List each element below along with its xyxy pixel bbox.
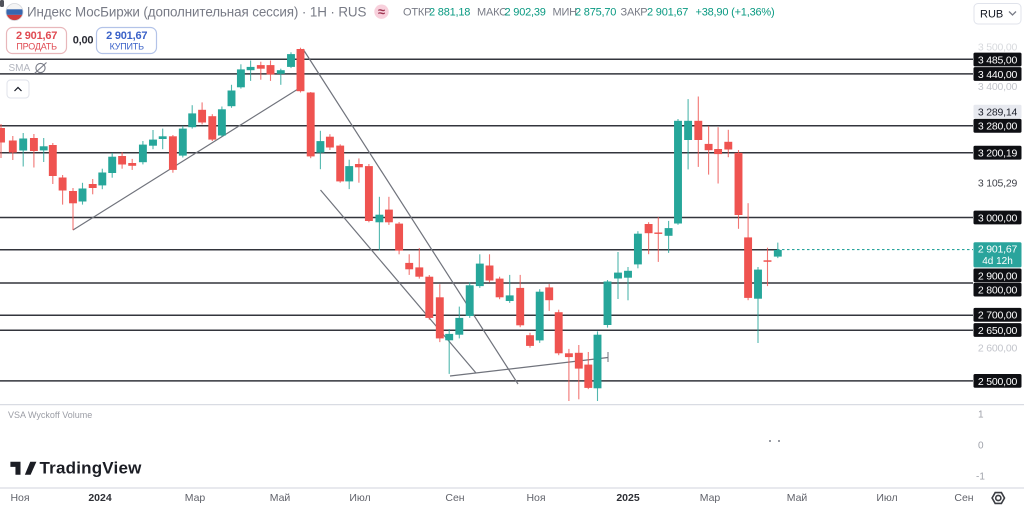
svg-text:+38,90 (+1,36%): +38,90 (+1,36%) <box>696 7 775 19</box>
svg-text:3 280,00: 3 280,00 <box>978 121 1018 133</box>
svg-text:Май: Май <box>787 492 808 504</box>
svg-text:2 875,70: 2 875,70 <box>575 7 616 19</box>
svg-text:2 600,00: 2 600,00 <box>978 343 1018 355</box>
svg-text:1: 1 <box>978 410 984 421</box>
svg-text:Индекс МосБиржи (дополнительна: Индекс МосБиржи (дополнительная сессия) … <box>27 5 367 20</box>
svg-text:Июл: Июл <box>876 492 897 504</box>
svg-text:2 700,00: 2 700,00 <box>978 310 1018 322</box>
svg-text:2 901,67: 2 901,67 <box>106 30 147 42</box>
svg-text:3 289,14: 3 289,14 <box>978 107 1018 119</box>
svg-text:МАКС: МАКС <box>477 7 507 19</box>
svg-text:2 901,67: 2 901,67 <box>647 7 688 19</box>
svg-text:Ноя: Ноя <box>526 492 545 504</box>
svg-text:3 500,00: 3 500,00 <box>978 41 1018 53</box>
svg-text:ОТКР: ОТКР <box>403 7 431 19</box>
svg-text:ПРОДАТЬ: ПРОДАТЬ <box>16 42 57 52</box>
svg-text:2 902,39: 2 902,39 <box>505 7 546 19</box>
svg-text:Сен: Сен <box>954 492 973 504</box>
svg-text:3 200,19: 3 200,19 <box>978 148 1018 160</box>
svg-text:≈: ≈ <box>378 4 385 19</box>
svg-text:2 900,00: 2 900,00 <box>978 270 1018 282</box>
svg-text:-1: -1 <box>976 472 985 483</box>
svg-text:0: 0 <box>978 441 984 452</box>
svg-text:Мар: Мар <box>185 492 206 504</box>
svg-text:3 440,00: 3 440,00 <box>978 69 1018 81</box>
svg-text:Май: Май <box>270 492 291 504</box>
svg-text:Мар: Мар <box>700 492 721 504</box>
svg-text:3 485,00: 3 485,00 <box>978 54 1018 66</box>
svg-text:TradingView: TradingView <box>40 459 143 478</box>
svg-text:VSA Wyckoff Volume: VSA Wyckoff Volume <box>8 410 92 420</box>
svg-text:4d 12h: 4d 12h <box>982 256 1013 267</box>
svg-text:Сен: Сен <box>445 492 464 504</box>
svg-text:2025: 2025 <box>616 492 640 504</box>
svg-text:2 881,18: 2 881,18 <box>429 7 470 19</box>
svg-text:2024: 2024 <box>88 492 112 504</box>
svg-text:2 800,00: 2 800,00 <box>978 285 1018 297</box>
svg-text:ЗАКР: ЗАКР <box>621 7 648 19</box>
svg-text:МИН: МИН <box>553 7 578 19</box>
svg-text:3 105,29: 3 105,29 <box>978 177 1018 189</box>
svg-text:2 901,67: 2 901,67 <box>978 244 1018 256</box>
svg-text:Ноя: Ноя <box>10 492 29 504</box>
svg-text:Июл: Июл <box>349 492 370 504</box>
svg-text:2 901,67: 2 901,67 <box>16 30 57 42</box>
svg-text:2 650,00: 2 650,00 <box>978 325 1018 337</box>
svg-text:2 500,00: 2 500,00 <box>978 376 1018 388</box>
svg-text:3 400,00: 3 400,00 <box>978 81 1018 93</box>
svg-text:SMA: SMA <box>9 63 31 74</box>
svg-text:RUB: RUB <box>980 9 1003 21</box>
svg-text:0,00: 0,00 <box>73 35 94 47</box>
svg-text:КУПИТЬ: КУПИТЬ <box>110 42 144 52</box>
svg-text:3 000,00: 3 000,00 <box>978 212 1018 224</box>
